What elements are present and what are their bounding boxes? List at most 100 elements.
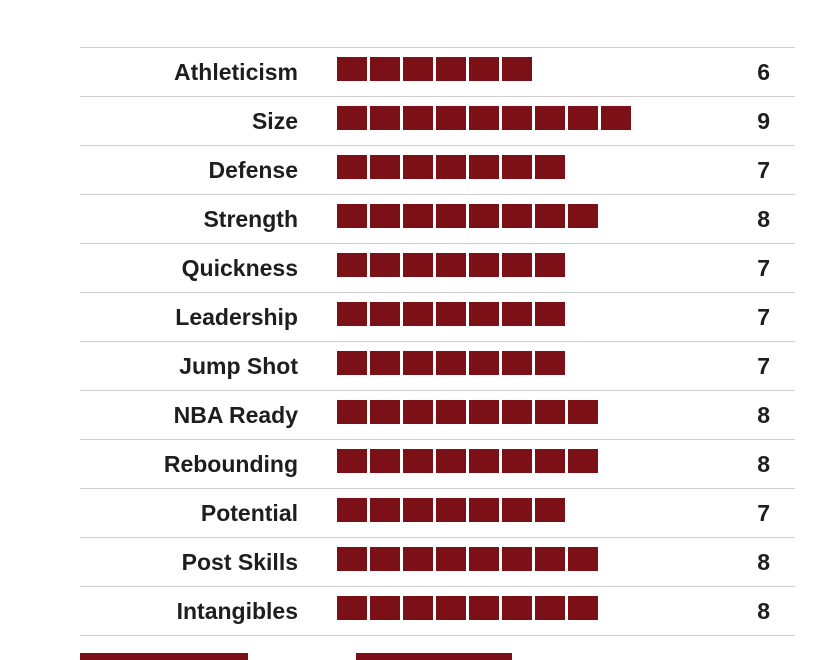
rating-block bbox=[502, 155, 532, 179]
rating-block bbox=[469, 155, 499, 179]
rating-block bbox=[436, 204, 466, 228]
rating-block bbox=[403, 351, 433, 375]
rating-label: Size bbox=[251, 108, 298, 134]
rating-block bbox=[337, 547, 367, 571]
rating-block bbox=[370, 351, 400, 375]
rating-block bbox=[436, 351, 466, 375]
footer-bar-left bbox=[80, 653, 248, 660]
rating-block bbox=[469, 547, 499, 571]
rating-block bbox=[337, 204, 367, 228]
rating-row: Post Skills 8 bbox=[80, 538, 795, 587]
rating-block bbox=[469, 351, 499, 375]
rating-block bbox=[337, 449, 367, 473]
rating-block bbox=[535, 351, 565, 375]
rating-block bbox=[403, 57, 433, 81]
rating-value: 7 bbox=[757, 255, 770, 281]
rating-bar bbox=[337, 449, 598, 473]
rating-row: Rebounding 8 bbox=[80, 440, 795, 489]
rating-row: Intangibles 8 bbox=[80, 587, 795, 636]
rating-row: Jump Shot 7 bbox=[80, 342, 795, 391]
rating-block bbox=[535, 302, 565, 326]
rating-block bbox=[502, 449, 532, 473]
rating-block bbox=[502, 547, 532, 571]
rating-block bbox=[469, 302, 499, 326]
rating-bar bbox=[337, 204, 598, 228]
rating-block bbox=[469, 400, 499, 424]
rating-block bbox=[403, 547, 433, 571]
rating-block bbox=[436, 400, 466, 424]
rating-label: Intangibles bbox=[176, 598, 298, 624]
rating-label: Quickness bbox=[181, 255, 298, 281]
rating-block bbox=[403, 155, 433, 179]
rating-bar bbox=[337, 106, 631, 130]
rating-label: NBA Ready bbox=[173, 402, 298, 428]
rating-block bbox=[436, 547, 466, 571]
rating-label: Potential bbox=[200, 500, 298, 526]
rating-block bbox=[403, 253, 433, 277]
rating-block bbox=[337, 106, 367, 130]
rating-block bbox=[502, 302, 532, 326]
rating-block bbox=[469, 498, 499, 522]
rating-block bbox=[469, 204, 499, 228]
rating-block bbox=[535, 253, 565, 277]
rating-bar bbox=[337, 498, 565, 522]
rating-bar bbox=[337, 253, 565, 277]
rating-block bbox=[403, 106, 433, 130]
rating-block bbox=[370, 547, 400, 571]
rating-block bbox=[337, 400, 367, 424]
rating-block bbox=[370, 253, 400, 277]
rating-block bbox=[502, 351, 532, 375]
rating-block bbox=[337, 498, 367, 522]
rating-value: 6 bbox=[757, 59, 770, 85]
rating-row: Athleticism 6 bbox=[80, 48, 795, 97]
rating-block bbox=[568, 204, 598, 228]
rating-block bbox=[502, 596, 532, 620]
rating-value: 8 bbox=[757, 598, 770, 624]
rating-value: 9 bbox=[757, 108, 770, 134]
footer-bar-middle bbox=[356, 653, 512, 660]
rating-bar bbox=[337, 547, 598, 571]
rating-bar bbox=[337, 155, 565, 179]
rating-block bbox=[436, 449, 466, 473]
rating-block bbox=[535, 449, 565, 473]
rating-block bbox=[370, 155, 400, 179]
rating-block bbox=[337, 302, 367, 326]
rating-label: Post Skills bbox=[181, 549, 298, 575]
rating-block bbox=[502, 253, 532, 277]
rating-block bbox=[502, 204, 532, 228]
rating-row: Strength 8 bbox=[80, 195, 795, 244]
rating-block bbox=[535, 547, 565, 571]
rating-block bbox=[502, 57, 532, 81]
rating-block bbox=[502, 498, 532, 522]
rating-block bbox=[568, 547, 598, 571]
rating-block bbox=[469, 253, 499, 277]
rating-value: 7 bbox=[757, 157, 770, 183]
rating-block bbox=[403, 596, 433, 620]
rating-block bbox=[436, 155, 466, 179]
rating-block bbox=[403, 498, 433, 522]
rating-row: Potential 7 bbox=[80, 489, 795, 538]
rating-value: 8 bbox=[757, 206, 770, 232]
rating-label: Defense bbox=[208, 157, 298, 183]
rating-bar bbox=[337, 351, 565, 375]
rating-block bbox=[370, 302, 400, 326]
rating-bar bbox=[337, 400, 598, 424]
rating-label: Strength bbox=[203, 206, 298, 232]
rating-value: 8 bbox=[757, 549, 770, 575]
rating-row: Quickness 7 bbox=[80, 244, 795, 293]
rating-value: 7 bbox=[757, 353, 770, 379]
rating-block bbox=[469, 57, 499, 81]
rating-block bbox=[370, 596, 400, 620]
rating-row: Defense 7 bbox=[80, 146, 795, 195]
rating-block bbox=[535, 596, 565, 620]
rating-label: Rebounding bbox=[163, 451, 298, 477]
rating-block bbox=[337, 596, 367, 620]
rating-block bbox=[535, 498, 565, 522]
rating-block bbox=[403, 449, 433, 473]
rating-bar bbox=[337, 302, 565, 326]
rating-block bbox=[502, 400, 532, 424]
rating-row: Leadership 7 bbox=[80, 293, 795, 342]
rating-block bbox=[469, 106, 499, 130]
rating-block bbox=[535, 204, 565, 228]
rating-label: Athleticism bbox=[174, 59, 298, 85]
